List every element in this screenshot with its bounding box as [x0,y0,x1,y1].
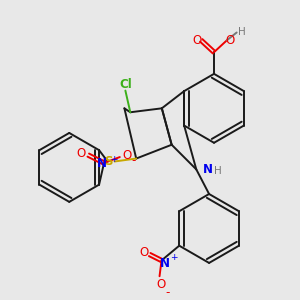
Text: O: O [156,278,165,291]
Text: O: O [77,147,86,160]
Text: O: O [122,148,131,162]
Text: -: - [131,154,136,167]
Text: O: O [139,246,148,259]
Text: N: N [203,163,213,176]
Text: +: + [110,154,118,164]
Text: H: H [238,28,245,38]
Text: N: N [97,158,107,170]
Text: S: S [104,155,113,168]
Text: +: + [171,253,178,262]
Text: Cl: Cl [119,78,132,91]
Text: H: H [214,166,222,176]
Text: N: N [160,257,170,270]
Text: O: O [193,34,202,47]
Text: -: - [165,286,169,299]
Text: O: O [225,34,234,47]
